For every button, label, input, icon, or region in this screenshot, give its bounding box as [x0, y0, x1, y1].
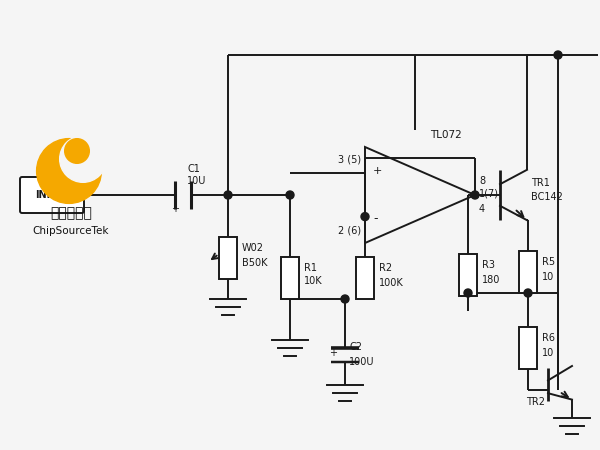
Text: 10K: 10K — [304, 276, 323, 286]
Text: 180: 180 — [482, 275, 500, 285]
Text: 100K: 100K — [379, 278, 404, 288]
Bar — [356, 257, 374, 299]
Text: C1: C1 — [187, 164, 200, 174]
Circle shape — [554, 51, 562, 59]
Circle shape — [59, 135, 106, 182]
Text: W02: W02 — [242, 243, 264, 253]
Circle shape — [524, 289, 532, 297]
Text: TR2: TR2 — [526, 397, 545, 407]
Text: R1: R1 — [304, 263, 317, 273]
Text: 4: 4 — [479, 204, 485, 214]
Text: R5: R5 — [542, 257, 555, 267]
Text: INPUT: INPUT — [35, 190, 68, 200]
Text: 3 (5): 3 (5) — [338, 154, 361, 164]
Text: C2: C2 — [349, 342, 362, 352]
Bar — [519, 251, 537, 293]
Circle shape — [224, 191, 232, 199]
Text: R6: R6 — [542, 333, 555, 343]
Text: B50K: B50K — [242, 258, 268, 268]
Text: +: + — [373, 166, 382, 176]
Text: 矿源特科技: 矿源特科技 — [50, 206, 92, 220]
Text: 10: 10 — [542, 348, 554, 358]
Bar — [519, 327, 537, 369]
Text: R2: R2 — [379, 263, 392, 273]
Circle shape — [361, 212, 369, 220]
FancyBboxPatch shape — [20, 177, 84, 213]
Text: 100U: 100U — [349, 357, 374, 367]
Text: BC142: BC142 — [531, 192, 563, 202]
Bar — [219, 237, 237, 279]
Text: 8: 8 — [479, 176, 485, 186]
Bar — [459, 254, 477, 296]
Text: ChipSourceTek: ChipSourceTek — [33, 226, 109, 236]
Text: R3: R3 — [482, 260, 495, 270]
Text: TL072: TL072 — [430, 130, 462, 140]
Text: 1(7): 1(7) — [479, 188, 499, 198]
Circle shape — [286, 191, 294, 199]
Text: 10: 10 — [542, 272, 554, 282]
Circle shape — [471, 191, 479, 199]
Text: -: - — [373, 212, 377, 225]
Circle shape — [464, 289, 472, 297]
Text: 2 (6): 2 (6) — [338, 225, 361, 236]
Bar — [281, 257, 299, 299]
Circle shape — [37, 139, 101, 203]
Circle shape — [65, 139, 89, 163]
Text: TR1: TR1 — [531, 178, 550, 188]
Circle shape — [341, 295, 349, 303]
Text: 10U: 10U — [187, 176, 206, 186]
Text: +: + — [329, 348, 337, 358]
Text: +: + — [171, 204, 179, 214]
